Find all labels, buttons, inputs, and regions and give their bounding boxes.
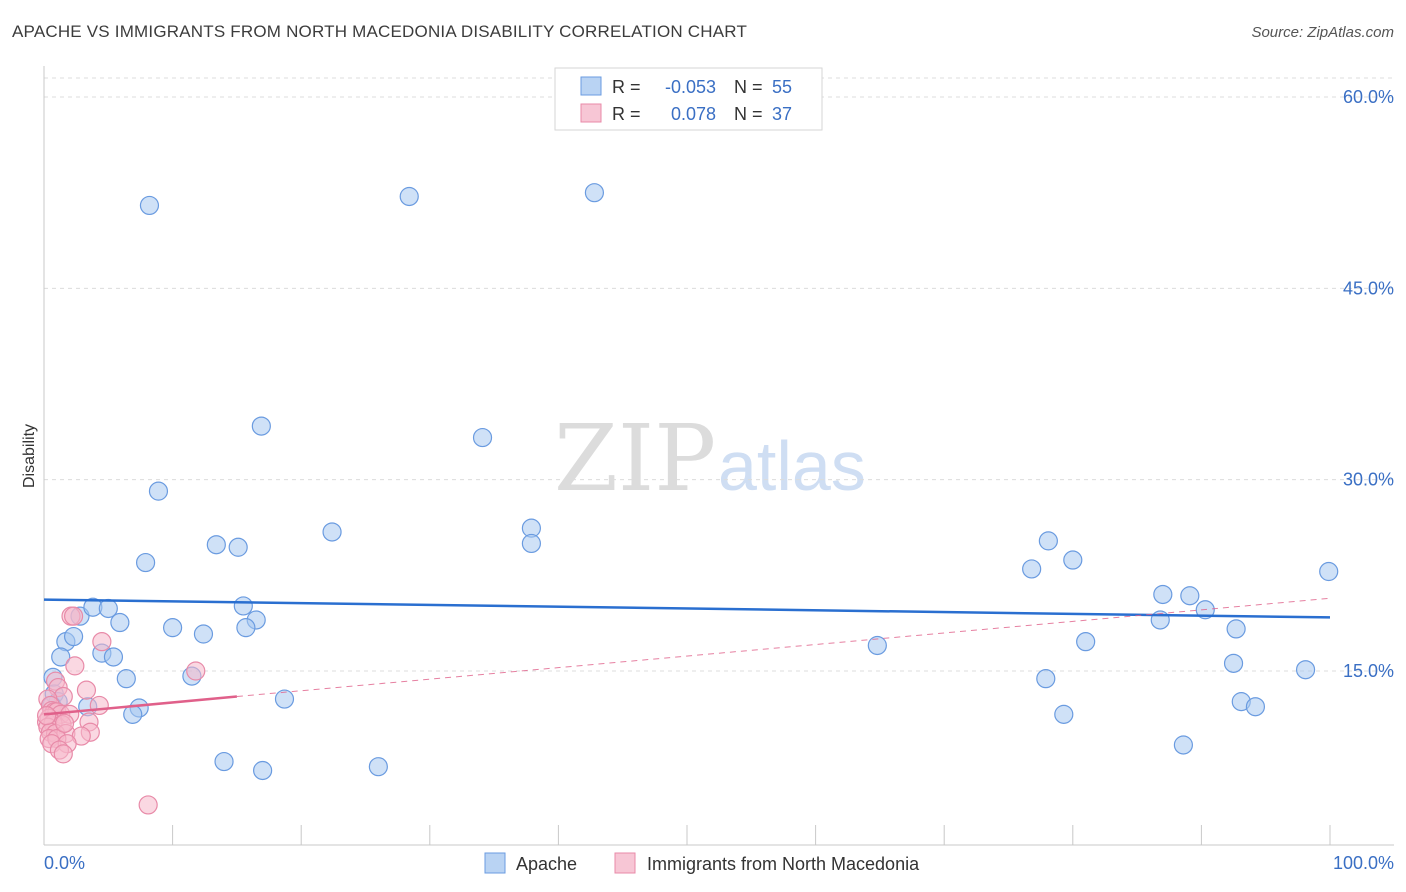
apache-point	[233, 596, 253, 616]
y-tick-label: 60.0%	[1343, 87, 1394, 107]
y-tick-label: 45.0%	[1343, 278, 1394, 298]
y-tick-label: 30.0%	[1343, 470, 1394, 490]
macedonia-point	[54, 713, 75, 733]
watermark-atlas: atlas	[718, 427, 866, 505]
apache-point	[236, 618, 256, 638]
x-tick-label-min: 0.0%	[44, 853, 85, 873]
apache-point	[1245, 697, 1266, 717]
apache-point	[368, 757, 388, 777]
watermark: ZIP atlas	[554, 405, 866, 512]
macedonia-r-value: 0.078	[671, 104, 716, 124]
macedonia-points	[36, 606, 206, 815]
macedonia-point	[63, 606, 84, 626]
apache-point	[1153, 584, 1173, 605]
apache-point	[1038, 531, 1058, 551]
apache-point	[251, 416, 271, 436]
apache-n-value: 55	[772, 77, 792, 97]
apache-point	[472, 427, 493, 448]
chart-source: Source: ZipAtlas.com	[1251, 24, 1394, 41]
apache-point	[228, 537, 248, 557]
apache-point	[274, 689, 295, 709]
apache-point	[135, 552, 156, 573]
watermark-zip: ZIP	[554, 405, 716, 512]
y-tick-labels: 15.0% 30.0% 45.0% 60.0%	[1343, 87, 1394, 681]
apache-r-label: R =	[612, 77, 641, 97]
apache-point	[1076, 632, 1096, 652]
apache-point	[1223, 653, 1244, 673]
macedonia-point	[89, 695, 109, 716]
macedonia-point	[53, 744, 73, 764]
apache-point	[1173, 735, 1193, 755]
macedonia-point	[138, 795, 158, 815]
x-ticks	[172, 825, 1331, 845]
series-legend: Apache Immigrants from North Macedonia	[484, 852, 920, 874]
macedonia-n-label: N =	[734, 104, 763, 124]
apache-point	[1022, 559, 1042, 579]
apache-point	[51, 647, 71, 667]
apache-point	[399, 186, 419, 207]
legend-apache-swatch	[484, 852, 506, 874]
stats-legend: R = -0.053 N = 55 R = 0.078 N = 37	[554, 67, 823, 131]
y-tick-label: 15.0%	[1343, 661, 1394, 681]
macedonia-stat-swatch	[580, 103, 602, 123]
apache-point	[584, 183, 605, 203]
macedonia-point	[76, 680, 97, 700]
apache-point	[193, 624, 214, 644]
apache-point	[1319, 561, 1339, 582]
macedonia-r-label: R =	[612, 104, 641, 124]
apache-point	[867, 635, 887, 656]
apache-point	[139, 195, 160, 216]
apache-stat-swatch	[580, 76, 602, 96]
apache-point	[123, 704, 143, 724]
legend-apache-label: Apache	[516, 854, 577, 874]
apache-point	[1295, 660, 1316, 680]
apache-point	[1180, 586, 1200, 606]
macedonia-trend-line	[43, 695, 238, 716]
legend-macedonia-label: Immigrants from North Macedonia	[647, 854, 920, 874]
apache-point	[322, 522, 342, 542]
apache-point	[1054, 704, 1074, 724]
macedonia-n-value: 37	[772, 104, 792, 124]
trend-lines	[43, 597, 1331, 716]
apache-point	[214, 751, 234, 772]
macedonia-point	[65, 656, 85, 676]
macedonia-point	[92, 632, 112, 652]
apache-point	[116, 669, 136, 689]
apache-point	[521, 533, 541, 554]
legend-macedonia-swatch	[614, 852, 636, 874]
apache-point	[163, 618, 183, 638]
apache-point	[148, 481, 169, 501]
apache-point	[1036, 669, 1056, 689]
apache-point	[103, 647, 124, 667]
macedonia-point	[36, 706, 57, 726]
apache-r-value: -0.053	[665, 77, 716, 97]
macedonia-point	[186, 661, 206, 681]
apache-point	[63, 626, 84, 647]
apache-point	[253, 760, 273, 781]
x-tick-label-max: 100.0%	[1333, 853, 1394, 873]
apache-point	[1063, 550, 1083, 570]
apache-point	[1226, 619, 1246, 639]
macedonia-trend-extension	[236, 597, 1331, 698]
apache-n-label: N =	[734, 77, 763, 97]
y-axis-label: Disability	[21, 424, 38, 488]
apache-point	[206, 535, 226, 555]
apache-trend-line	[43, 598, 1331, 619]
gridlines	[44, 77, 1394, 672]
chart-title: APACHE VS IMMIGRANTS FROM NORTH MACEDONI…	[12, 22, 748, 41]
apache-point	[110, 612, 130, 633]
